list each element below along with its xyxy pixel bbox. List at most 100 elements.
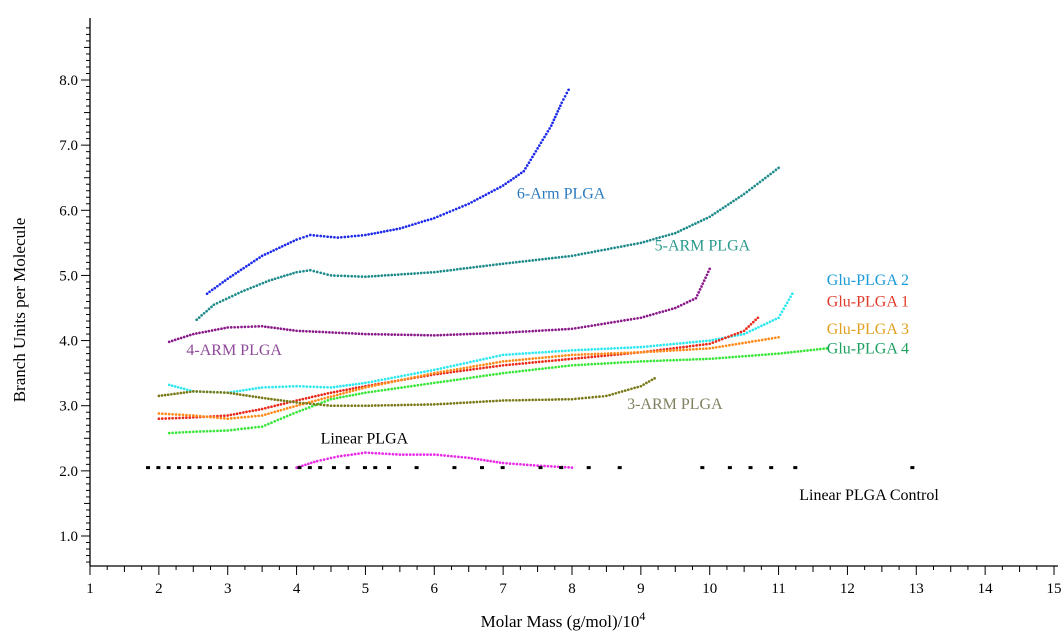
data-point bbox=[760, 353, 764, 357]
data-point bbox=[218, 466, 223, 470]
data-point bbox=[315, 403, 319, 406]
data-point bbox=[400, 403, 403, 407]
data-point bbox=[501, 399, 505, 402]
data-point bbox=[596, 347, 600, 351]
data-point bbox=[205, 415, 209, 419]
data-point bbox=[331, 466, 336, 470]
data-point bbox=[380, 274, 384, 277]
data-point bbox=[695, 347, 698, 351]
data-point bbox=[339, 389, 342, 393]
data-point bbox=[541, 356, 544, 360]
series-label: Glu-PLGA 3 bbox=[827, 321, 909, 338]
data-point bbox=[544, 359, 548, 363]
data-point bbox=[267, 397, 270, 401]
data-point bbox=[541, 367, 544, 371]
data-point bbox=[518, 330, 521, 334]
data-point bbox=[636, 385, 640, 389]
data-point bbox=[475, 359, 479, 362]
data-point bbox=[539, 141, 543, 145]
data-point bbox=[302, 269, 305, 273]
data-point bbox=[591, 395, 595, 399]
x-tick-label: 5 bbox=[362, 581, 370, 597]
data-point bbox=[757, 339, 761, 342]
data-point bbox=[636, 345, 639, 349]
data-point bbox=[260, 414, 264, 417]
data-point bbox=[409, 272, 413, 276]
data-point bbox=[809, 348, 813, 352]
data-point bbox=[496, 187, 499, 190]
data-point bbox=[271, 385, 274, 389]
data-point bbox=[401, 453, 405, 456]
y-axis-title: Branch Units per Molecule bbox=[10, 218, 29, 403]
data-point bbox=[270, 397, 273, 401]
data-point bbox=[267, 412, 270, 416]
data-point bbox=[367, 380, 371, 384]
data-point bbox=[403, 272, 407, 276]
data-point bbox=[649, 344, 653, 348]
data-point bbox=[705, 216, 709, 220]
series-4-arm-plga bbox=[167, 267, 712, 344]
data-point bbox=[720, 337, 724, 341]
data-point bbox=[678, 358, 682, 362]
data-point bbox=[570, 254, 574, 258]
data-point bbox=[626, 346, 630, 350]
data-point bbox=[639, 316, 643, 320]
data-point bbox=[750, 186, 754, 190]
data-point bbox=[711, 346, 715, 350]
data-point bbox=[220, 327, 223, 331]
data-point bbox=[636, 351, 639, 354]
data-point bbox=[491, 331, 495, 335]
data-point bbox=[524, 398, 528, 402]
data-point bbox=[488, 362, 492, 366]
data-point bbox=[242, 388, 245, 392]
data-point bbox=[583, 356, 587, 359]
data-point bbox=[747, 340, 751, 344]
data-point bbox=[564, 255, 567, 258]
data-point bbox=[442, 370, 446, 373]
data-point bbox=[587, 251, 590, 255]
data-point bbox=[348, 383, 352, 387]
data-point bbox=[319, 458, 323, 462]
data-point bbox=[531, 398, 535, 402]
data-point bbox=[373, 332, 377, 336]
data-point bbox=[341, 331, 344, 335]
data-point bbox=[297, 466, 302, 470]
data-point bbox=[733, 333, 737, 336]
data-point bbox=[202, 311, 206, 315]
data-point bbox=[160, 394, 164, 397]
data-point bbox=[454, 207, 458, 211]
data-point bbox=[357, 332, 361, 336]
data-point bbox=[632, 317, 636, 321]
data-point bbox=[616, 351, 620, 355]
data-point bbox=[491, 355, 495, 359]
data-point bbox=[564, 358, 567, 361]
data-point bbox=[321, 330, 325, 334]
data-point bbox=[198, 331, 201, 335]
data-point bbox=[573, 326, 577, 330]
data-point bbox=[548, 127, 551, 130]
data-point bbox=[554, 398, 557, 401]
data-point bbox=[646, 350, 649, 354]
data-point bbox=[170, 384, 174, 388]
data-point bbox=[182, 335, 186, 339]
data-point bbox=[346, 274, 350, 278]
data-point bbox=[691, 340, 695, 344]
data-point bbox=[527, 161, 531, 165]
data-point bbox=[273, 404, 277, 408]
data-point bbox=[414, 222, 417, 226]
data-point bbox=[387, 333, 390, 336]
data-point bbox=[557, 328, 561, 331]
data-point bbox=[160, 417, 164, 420]
data-point bbox=[691, 298, 695, 301]
data-point bbox=[567, 254, 571, 258]
data-point bbox=[737, 355, 741, 358]
data-point bbox=[307, 396, 311, 400]
data-point bbox=[508, 371, 512, 374]
data-point bbox=[171, 416, 174, 420]
data-point bbox=[711, 341, 715, 344]
data-point bbox=[215, 301, 219, 305]
data-point bbox=[305, 385, 309, 388]
data-point bbox=[491, 365, 495, 368]
data-point bbox=[506, 180, 510, 184]
data-point bbox=[307, 406, 311, 409]
